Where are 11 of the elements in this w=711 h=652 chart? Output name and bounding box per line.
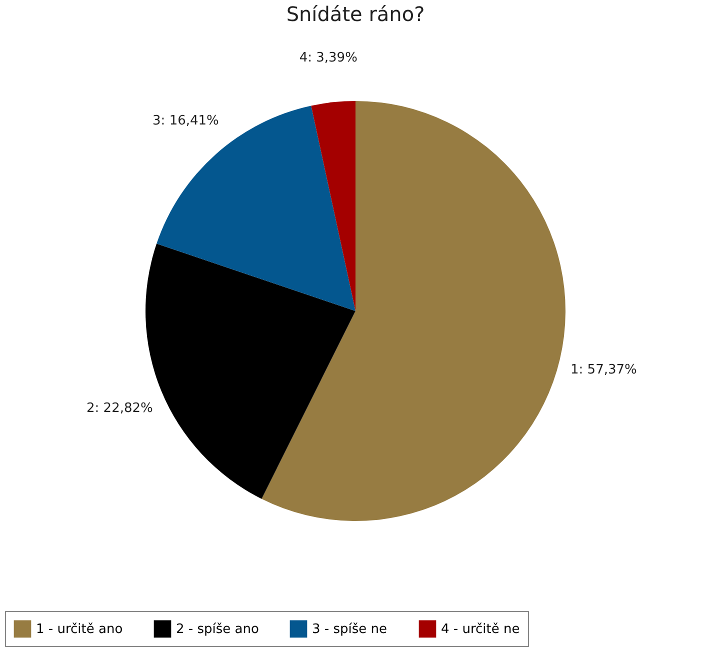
data-label: 3: 16,41%: [152, 114, 219, 129]
chart-title: Snídáte ráno?: [286, 2, 425, 26]
pie-slice: [311, 101, 356, 311]
data-label: 1: 57,37%: [570, 362, 637, 378]
legend-label: 3 - spíše ne: [312, 622, 388, 637]
data-label: 2: 22,82%: [86, 401, 153, 416]
pie-slice: [262, 101, 566, 521]
data-label: 4: 3,39%: [299, 50, 358, 66]
legend-label: 1 - určitě ano: [36, 622, 123, 637]
legend-label: 4 - určitě ne: [441, 622, 520, 637]
legend-label: 2 - spíše ano: [176, 622, 259, 637]
